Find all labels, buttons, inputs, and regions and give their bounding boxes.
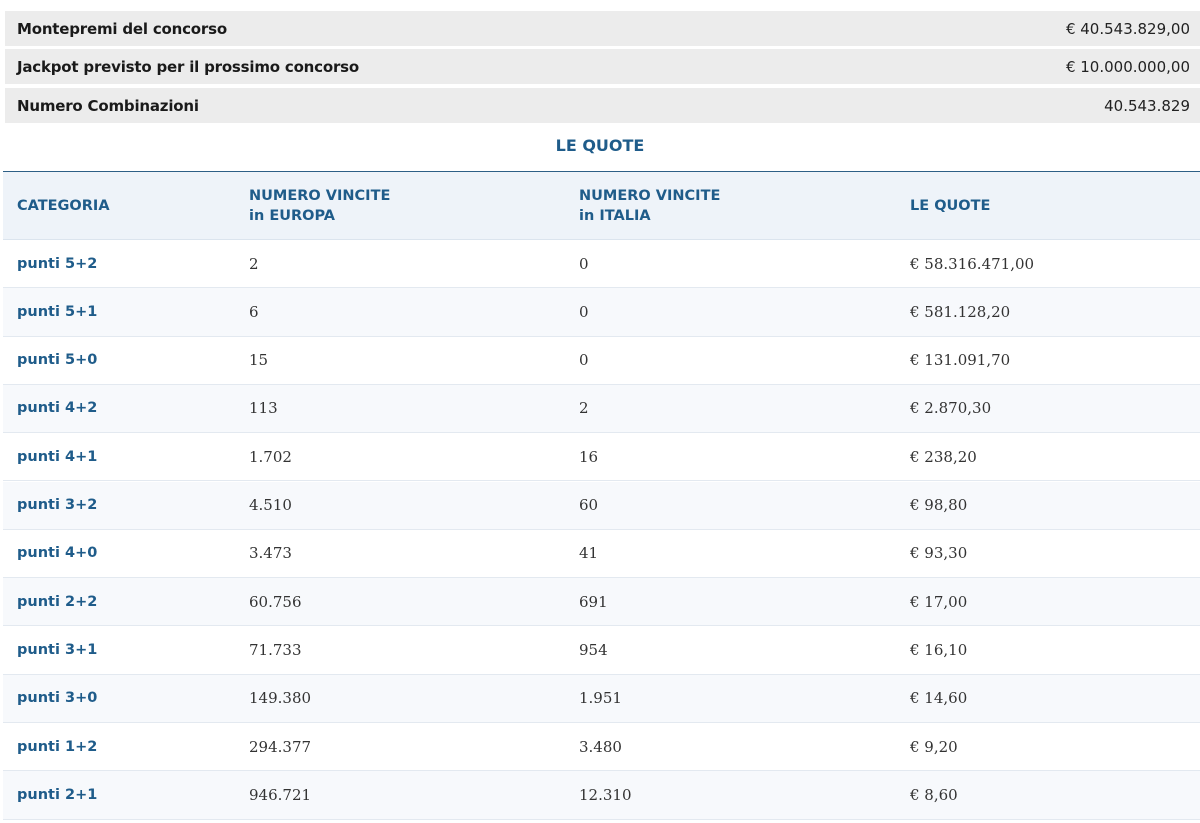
value-cell: 1.702: [249, 447, 292, 466]
header-line: CATEGORIA: [17, 197, 110, 214]
header-line: in EUROPA: [249, 207, 336, 224]
value-cell: 113: [249, 399, 278, 418]
category-cell: punti 3+2: [17, 497, 98, 513]
table-row: punti 4+0 3.473 41 € 93,30: [3, 530, 1200, 579]
table-row: punti 1+2 294.377 3.480 € 9,20: [3, 723, 1200, 772]
category-cell: punti 3+0: [17, 690, 98, 707]
value-cell: 1.951: [579, 689, 622, 708]
column-header: LE QUOTE: [910, 172, 990, 239]
table-row: punti 3+2 4.510 60 € 98,80: [3, 481, 1200, 530]
category-cell: punti 4+2: [17, 400, 98, 417]
value-cell: 0: [579, 254, 589, 273]
table-row: punti 4+2 113 2 € 2.870,30: [3, 384, 1200, 434]
header-line: in ITALIA: [579, 207, 651, 224]
value-cell: 60.756: [249, 592, 302, 611]
value-cell: 60: [579, 496, 599, 514]
summary-label: Montepremi del concorso: [17, 19, 227, 38]
table-row: punti 3+0 149.380 1.951 € 14,60: [3, 674, 1200, 723]
section-title: LE QUOTE: [555, 136, 645, 155]
table-row: punti 4+1 1.702 16 € 238,20: [3, 433, 1200, 482]
value-cell: € 14,60: [910, 689, 968, 708]
category-cell: punti 5+2: [17, 255, 98, 272]
category-cell: punti 2+1: [17, 786, 98, 803]
summary-value: € 40.543.829,00: [1065, 19, 1190, 38]
category-cell: punti 5+1: [17, 303, 98, 320]
value-cell: 6: [249, 302, 259, 321]
value-cell: 15: [249, 351, 269, 370]
value-cell: € 238,20: [910, 447, 977, 466]
header-line: NUMERO VINCITE: [579, 187, 721, 204]
category-cell: punti 5+0: [17, 352, 98, 369]
category-cell: punti 3+1: [17, 641, 98, 658]
summary-value: € 10.000.000,00: [1065, 57, 1190, 76]
table-row: punti 5+2 2 0 € 58.316.471,00: [3, 240, 1200, 289]
value-cell: 691: [579, 592, 608, 611]
value-cell: € 9,20: [910, 737, 958, 756]
column-header: NUMERO VINCITE in EUROPA: [249, 172, 390, 239]
value-cell: 294.377: [249, 737, 312, 756]
value-cell: 71.733: [249, 640, 302, 659]
value-cell: 4.510: [249, 496, 292, 514]
value-cell: 2: [579, 399, 589, 418]
value-cell: € 131.091,70: [910, 351, 1011, 370]
table-row: punti 5+1 6 0 € 581.128,20: [3, 288, 1200, 337]
column-header: NUMERO VINCITE in ITALIA: [579, 172, 720, 239]
summary-row: Numero Combinazioni 40.543.829: [5, 88, 1200, 123]
value-cell: 946.721: [249, 785, 312, 804]
summary-value: 40.543.829: [1104, 96, 1190, 115]
column-header: CATEGORIA: [17, 172, 110, 239]
value-cell: € 17,00: [910, 592, 968, 611]
value-cell: 16: [579, 447, 599, 466]
value-cell: € 16,10: [910, 640, 968, 659]
table-header: CATEGORIA NUMERO VINCITE in EUROPA NUMERO V…: [3, 171, 1200, 240]
value-cell: 3.480: [579, 737, 622, 756]
value-cell: 12.310: [579, 785, 632, 804]
table-row: punti 2+1 946.721 12.310 € 8,60: [3, 771, 1200, 820]
value-cell: 954: [579, 640, 608, 659]
category-cell: punti 4+0: [17, 545, 98, 562]
value-cell: € 93,30: [910, 544, 968, 563]
header-line: LE QUOTE: [910, 197, 991, 214]
value-cell: 41: [579, 544, 599, 563]
summary-label: Numero Combinazioni: [17, 96, 199, 115]
value-cell: 3.473: [249, 544, 292, 563]
table-row: punti 2+2 60.756 691 € 17,00: [3, 578, 1200, 627]
table-row: punti 5+0 15 0 € 131.091,70: [3, 337, 1200, 385]
value-cell: 0: [579, 351, 589, 370]
value-cell: € 2.870,30: [910, 399, 992, 418]
category-cell: punti 1+2: [17, 738, 98, 755]
summary-row: Montepremi del concorso € 40.543.829,00: [5, 11, 1200, 46]
value-cell: 0: [579, 302, 589, 321]
value-cell: € 58.316.471,00: [910, 254, 1035, 273]
value-cell: 2: [249, 254, 259, 273]
category-cell: punti 2+2: [17, 593, 98, 610]
value-cell: 149.380: [249, 689, 312, 708]
header-line: NUMERO VINCITE: [249, 187, 391, 204]
value-cell: € 8,60: [910, 785, 958, 804]
category-cell: punti 4+1: [17, 448, 98, 465]
value-cell: € 581.128,20: [910, 302, 1011, 321]
table-row: punti 3+1 71.733 954 € 16,10: [3, 626, 1200, 675]
value-cell: € 98,80: [910, 496, 968, 514]
summary-label: Jackpot previsto per il prossimo concors…: [17, 57, 359, 76]
summary-row: Jackpot previsto per il prossimo concors…: [5, 49, 1200, 84]
